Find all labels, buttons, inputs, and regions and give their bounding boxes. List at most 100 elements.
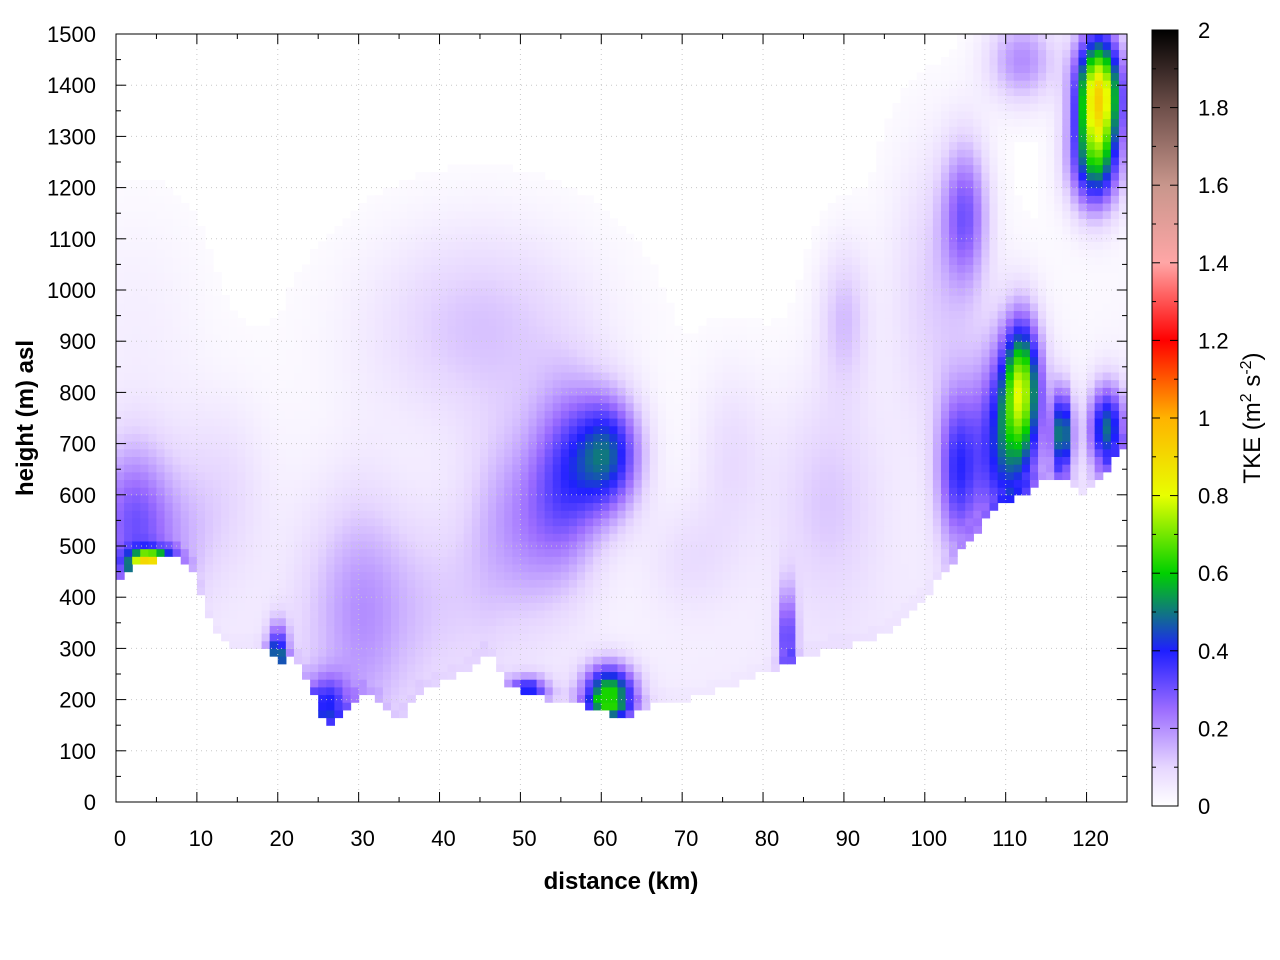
heatmap-cell [447,441,457,450]
heatmap-cell [204,540,214,550]
heatmap-cell [577,510,586,519]
heatmap-cell [415,302,424,312]
heatmap-cell [714,617,724,626]
heatmap-cell [326,433,335,442]
heatmap-cell [787,633,796,642]
heatmap-cell [488,502,497,511]
heatmap-cell [269,433,279,442]
heatmap-cell [132,556,141,565]
heatmap-cell [520,249,530,258]
heatmap-cell [229,448,238,457]
heatmap-cell [819,333,829,342]
heatmap-cell [350,371,360,381]
heatmap-cell [269,602,279,611]
heatmap-cell [520,333,530,342]
heatmap-cell [488,356,497,365]
heatmap-cell [374,387,384,396]
heatmap-cell [601,464,610,473]
heatmap-cell [528,256,538,265]
heatmap-cell [787,433,796,442]
heatmap-cell [479,418,489,427]
heatmap-cell [156,287,166,296]
heatmap-cell [617,371,627,381]
heatmap-cell [463,348,473,358]
heatmap-cell [795,571,805,580]
heatmap-cell [528,579,538,588]
heatmap-cell [382,548,392,557]
heatmap-cell [277,471,287,481]
heatmap-cell [350,441,360,450]
heatmap-cell [463,610,473,619]
heatmap-cell [334,709,344,719]
heatmap-cell [415,479,424,488]
heatmap-cell [180,302,190,312]
heatmap-cell [116,187,125,196]
heatmap-cell [431,272,441,281]
heatmap-cell [172,464,182,473]
heatmap-cell [649,556,659,565]
heatmap-cell [609,233,619,242]
heatmap-cell [479,233,489,242]
heatmap-cell [455,602,465,611]
heatmap-cell [261,341,271,350]
heatmap-cell [512,471,521,481]
heatmap-cell [512,510,521,519]
heatmap-cell [310,279,319,289]
heatmap-cell [496,487,505,496]
heatmap-cell [520,487,530,496]
heatmap-cell [358,364,368,373]
heatmap-cell [471,471,481,481]
heatmap-cell [657,402,667,411]
heatmap-cell [463,617,473,626]
heatmap-cell [156,318,166,327]
heatmap-cell [633,272,643,281]
heatmap-cell [787,648,796,657]
heatmap-cell [698,602,708,611]
heatmap-cell [310,656,319,665]
heatmap-cell [585,418,594,427]
heatmap-cell [577,594,586,603]
heatmap-cell [293,433,303,442]
heatmap-cell [277,556,287,565]
heatmap-cell [560,233,570,242]
heatmap-cell [455,394,465,404]
heatmap-cell [674,563,683,573]
heatmap-cell [803,441,813,450]
heatmap-cell [568,333,578,342]
heatmap-cell [358,679,368,688]
heatmap-cell [471,456,481,465]
heatmap-cell [358,333,368,342]
heatmap-cell [609,310,619,319]
heatmap-cell [156,517,166,527]
heatmap-cell [593,663,602,673]
heatmap-cell [649,510,659,519]
heatmap-cell [471,210,481,219]
heatmap-cell [366,325,376,335]
heatmap-cell [593,686,602,696]
heatmap-cell [496,533,505,542]
heatmap-cell [568,394,578,404]
heatmap-cell [455,433,465,442]
heatmap-cell [342,656,352,665]
heatmap-cell [722,625,732,634]
heatmap-cell [431,594,441,603]
heatmap-cell [479,302,489,312]
heatmap-cell [213,548,222,557]
heatmap-cell [512,602,521,611]
heatmap-cell [641,633,651,642]
heatmap-cell [253,548,263,557]
heatmap-cell [350,494,360,504]
heatmap-cell [285,371,295,381]
heatmap-cell [358,202,368,212]
heatmap-cell [795,594,805,603]
heatmap-cell [431,387,441,396]
heatmap-cell [415,195,424,204]
heatmap-cell [730,433,740,442]
heatmap-cell [366,656,376,665]
heatmap-cell [593,494,602,504]
heatmap-cell [641,371,651,381]
heatmap-cell [326,410,335,419]
heatmap-cell [382,663,392,673]
heatmap-cell [124,402,133,411]
heatmap-cell [407,556,416,565]
